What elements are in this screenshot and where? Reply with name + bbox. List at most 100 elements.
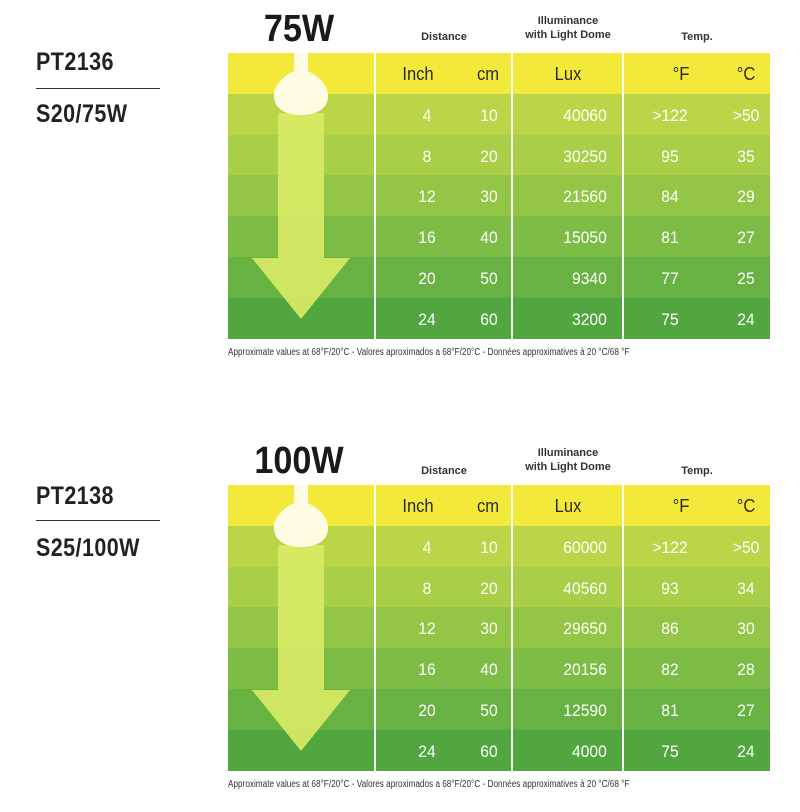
cell-celsius: 27: [737, 228, 755, 247]
subheader-celsius: °C: [736, 64, 756, 84]
cell-celsius: 35: [737, 147, 755, 166]
subheader-celsius: °C: [736, 496, 756, 516]
light-bulb-icon: [252, 485, 350, 751]
header-illuminance-line2: with Light Dome: [525, 461, 611, 473]
cell-lux: 3200: [571, 310, 607, 329]
header-distance: Distance: [421, 465, 467, 477]
subheader-lux: Lux: [554, 64, 582, 84]
model-divider: [36, 88, 160, 89]
cell-inch: 16: [418, 228, 436, 247]
header-illuminance-line2: with Light Dome: [525, 29, 611, 41]
down-arrow-icon: [252, 545, 350, 751]
cell-lux: 60000: [563, 538, 607, 557]
cell-inch: 16: [418, 660, 436, 679]
cell-celsius: 24: [737, 742, 755, 761]
row-band: [228, 298, 770, 339]
subheader-inch: Inch: [402, 496, 434, 516]
cell-cm: 20: [480, 579, 498, 598]
cell-celsius: 28: [737, 660, 755, 679]
header-illuminance-line1: Illuminance: [537, 15, 599, 27]
cell-celsius: 34: [737, 579, 755, 598]
cell-lux: 30250: [563, 147, 607, 166]
column-divider: [622, 53, 624, 339]
model-code: PT2136: [36, 48, 114, 76]
cell-fahrenheit: 77: [661, 269, 679, 288]
light-bulb-icon: [252, 53, 350, 319]
column-divider: [374, 53, 376, 339]
header-distance: Distance: [421, 31, 467, 43]
header-illuminance: Illuminance with Light Dome: [512, 14, 624, 42]
cell-cm: 60: [480, 742, 498, 761]
cell-fahrenheit: 95: [661, 147, 679, 166]
column-divider: [622, 485, 624, 771]
subheader-inch: Inch: [402, 64, 434, 84]
cell-fahrenheit: 75: [661, 310, 679, 329]
header-illuminance-line1: Illuminance: [537, 447, 599, 459]
wattage-label: 75W: [263, 8, 335, 50]
cell-inch: 12: [418, 619, 436, 638]
cell-inch: 24: [418, 310, 436, 329]
cell-lux: 40560: [563, 579, 607, 598]
cell-lux: 40060: [563, 106, 607, 125]
model-divider: [36, 520, 160, 521]
cell-lux: 12590: [563, 701, 607, 720]
cell-cm: 10: [480, 106, 498, 125]
cell-inch: 20: [418, 269, 436, 288]
cell-fahrenheit: >122: [652, 538, 688, 557]
subheader-fahrenheit: °F: [672, 496, 690, 516]
cell-fahrenheit: 84: [661, 187, 679, 206]
column-divider: [511, 485, 513, 771]
row-band: [228, 730, 770, 771]
cell-cm: 50: [480, 269, 498, 288]
down-arrow-icon: [252, 113, 350, 319]
cell-fahrenheit: 75: [661, 742, 679, 761]
cell-cm: 30: [480, 187, 498, 206]
cell-celsius: >50: [732, 106, 760, 125]
header-illuminance: Illuminance with Light Dome: [512, 446, 624, 474]
subheader-lux: Lux: [554, 496, 582, 516]
cell-cm: 40: [480, 660, 498, 679]
cell-inch: 24: [418, 742, 436, 761]
column-divider: [374, 485, 376, 771]
cell-cm: 40: [480, 228, 498, 247]
header-temp: Temp.: [681, 31, 713, 43]
cell-inch: 4: [422, 106, 432, 125]
cell-lux: 21560: [563, 187, 607, 206]
model-code: PT2138: [36, 482, 114, 510]
table-block-100w: PT2138 S25/100W 100W Distance Illuminanc…: [0, 432, 800, 812]
cell-celsius: 27: [737, 701, 755, 720]
header-temp: Temp.: [681, 465, 713, 477]
cell-fahrenheit: 81: [661, 701, 679, 720]
cell-cm: 30: [480, 619, 498, 638]
cell-inch: 4: [422, 538, 432, 557]
footnote: Approximate values at 68°F/20°C - Valore…: [228, 347, 630, 358]
cell-fahrenheit: 93: [661, 579, 679, 598]
cell-cm: 50: [480, 701, 498, 720]
cell-lux: 29650: [563, 619, 607, 638]
cell-fahrenheit: 81: [661, 228, 679, 247]
cell-celsius: 25: [737, 269, 755, 288]
cell-celsius: 24: [737, 310, 755, 329]
cell-celsius: 30: [737, 619, 755, 638]
column-divider: [511, 53, 513, 339]
cell-cm: 60: [480, 310, 498, 329]
cell-inch: 8: [422, 579, 432, 598]
model-variant: S25/100W: [36, 534, 140, 562]
cell-fahrenheit: >122: [652, 106, 688, 125]
cell-lux: 15050: [563, 228, 607, 247]
model-variant: S20/75W: [36, 100, 128, 128]
cell-cm: 20: [480, 147, 498, 166]
cell-inch: 12: [418, 187, 436, 206]
cell-fahrenheit: 86: [661, 619, 679, 638]
subheader-cm: cm: [476, 64, 500, 84]
cell-inch: 8: [422, 147, 432, 166]
cell-celsius: >50: [732, 538, 760, 557]
cell-lux: 9340: [571, 269, 607, 288]
cell-cm: 10: [480, 538, 498, 557]
footnote: Approximate values at 68°F/20°C - Valore…: [228, 779, 630, 790]
cell-inch: 20: [418, 701, 436, 720]
cell-celsius: 29: [737, 187, 755, 206]
cell-lux: 4000: [571, 742, 607, 761]
table-block-75w: PT2136 S20/75W 75W Distance Illuminance …: [0, 0, 800, 380]
wattage-label: 100W: [254, 440, 344, 482]
